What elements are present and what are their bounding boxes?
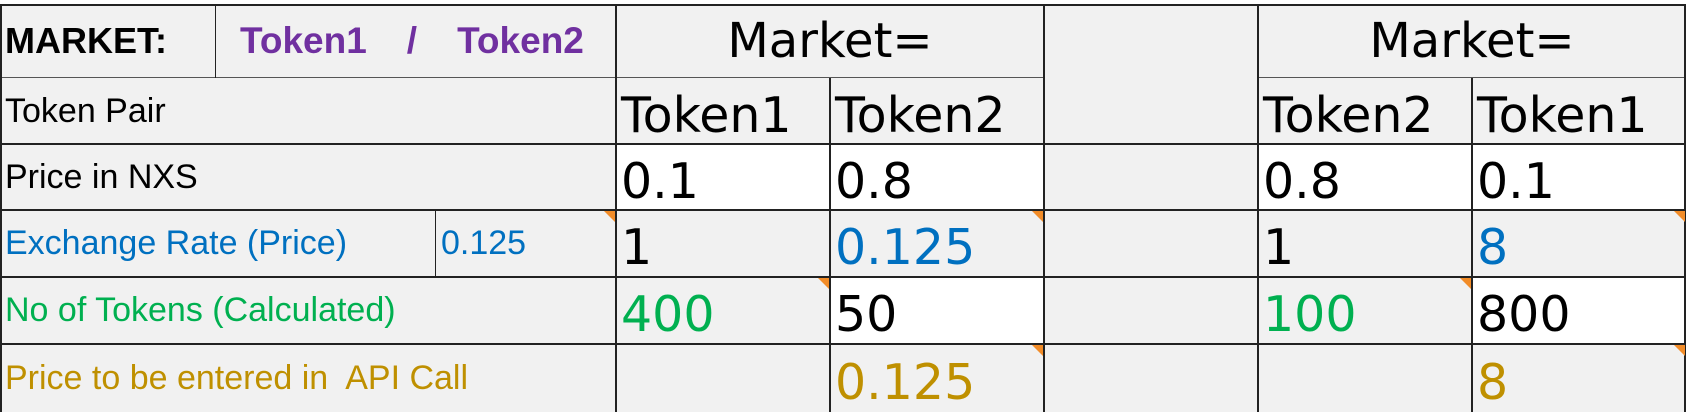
- num-tokens-right-b: 800: [1477, 286, 1571, 343]
- gridline: [0, 4, 1686, 6]
- gridline: [435, 209, 436, 277]
- gridline: [829, 78, 831, 412]
- price-nxs-left-a: 0.1: [621, 152, 699, 210]
- cell-price-nxs-right-a[interactable]: 0.8: [1258, 144, 1472, 210]
- num-tokens-left-a: 400: [621, 286, 715, 343]
- cell-num-tokens-left-a[interactable]: 400: [616, 277, 830, 344]
- token-pair-left-a: Token1: [621, 86, 792, 144]
- exchange-rate-left-a: 1: [621, 219, 653, 276]
- gridline: [0, 276, 1686, 278]
- gridline: [0, 209, 1686, 211]
- gridline: [0, 343, 1686, 345]
- gridline: [1257, 4, 1259, 412]
- price-nxs-right-a: 0.8: [1263, 152, 1341, 210]
- exchange-rate-right-a: 1: [1263, 219, 1295, 276]
- cell-market-header-right[interactable]: Market=: [1258, 4, 1686, 78]
- api-price-right-b: 8: [1477, 353, 1509, 411]
- cell-num-tokens-right-b[interactable]: 800: [1472, 277, 1686, 344]
- cell-market-pair[interactable]: Token1 / Token2: [216, 4, 616, 78]
- price-nxs-right-b: 0.1: [1477, 152, 1555, 210]
- gridline: [1471, 78, 1473, 412]
- gridline: [1043, 4, 1045, 412]
- cell-api-price-label[interactable]: Price to be entered in API Call: [0, 344, 616, 412]
- exchange-rate-left-b: 0.125: [835, 219, 976, 276]
- gridline: [0, 4, 2, 412]
- comment-marker-icon[interactable]: [1674, 345, 1685, 356]
- exchange-rate-right-b: 8: [1477, 219, 1509, 276]
- gridline: [215, 4, 216, 78]
- cell-spacer-r1[interactable]: [1044, 4, 1258, 78]
- gridline: [615, 4, 617, 412]
- comment-marker-icon[interactable]: [1032, 211, 1043, 222]
- api-price-label: Price to be entered in API Call: [5, 358, 469, 397]
- cell-exchange-rate-right-a[interactable]: 1: [1258, 210, 1472, 277]
- cell-price-nxs-left-a[interactable]: 0.1: [616, 144, 830, 210]
- market-token-a: Token1: [240, 20, 367, 61]
- gridline: [0, 143, 1686, 145]
- market-token-b: Token2: [457, 20, 584, 61]
- cell-exchange-rate-label[interactable]: Exchange Rate (Price): [0, 210, 436, 277]
- cell-exchange-rate-left-b[interactable]: 0.125: [830, 210, 1044, 277]
- api-price-left-b: 0.125: [835, 353, 976, 411]
- num-tokens-left-b: 50: [835, 286, 898, 343]
- cell-spacer-r2[interactable]: [1044, 78, 1258, 144]
- cell-api-price-left-a[interactable]: [616, 344, 830, 412]
- cell-market-header-left[interactable]: Market=: [616, 4, 1044, 78]
- cell-num-tokens-left-b[interactable]: 50: [830, 277, 1044, 344]
- comment-marker-icon[interactable]: [1032, 345, 1043, 356]
- token-pair-right-a: Token2: [1263, 86, 1434, 144]
- market-header-left: Market=: [727, 13, 933, 69]
- cell-token-pair-left-b[interactable]: Token2: [830, 78, 1044, 144]
- comment-marker-icon[interactable]: [1674, 211, 1685, 222]
- price-nxs-left-b: 0.8: [835, 152, 913, 210]
- cell-num-tokens-label[interactable]: No of Tokens (Calculated): [0, 277, 616, 344]
- exchange-rate-label: Exchange Rate (Price): [5, 224, 348, 262]
- cell-token-pair-right-a[interactable]: Token2: [1258, 78, 1472, 144]
- comment-marker-icon[interactable]: [818, 278, 829, 289]
- cell-spacer-r6[interactable]: [1044, 344, 1258, 412]
- cell-token-pair-label[interactable]: Token Pair: [0, 78, 616, 144]
- market-label: MARKET:: [5, 20, 167, 61]
- num-tokens-label: No of Tokens (Calculated): [5, 291, 396, 329]
- gridline: [1684, 4, 1686, 412]
- cell-exchange-rate-left-a[interactable]: 1: [616, 210, 830, 277]
- market-separator: /: [406, 20, 418, 61]
- cell-token-pair-left-a[interactable]: Token1: [616, 78, 830, 144]
- comment-marker-icon[interactable]: [1460, 278, 1471, 289]
- comment-marker-icon[interactable]: [604, 211, 615, 222]
- cell-price-nxs-left-b[interactable]: 0.8: [830, 144, 1044, 210]
- exchange-rate-value: 0.125: [441, 224, 527, 262]
- token-pair-right-b: Token1: [1477, 86, 1648, 144]
- cell-token-pair-right-b[interactable]: Token1: [1472, 78, 1686, 144]
- market-header-right: Market=: [1369, 13, 1575, 69]
- cell-spacer-r3[interactable]: [1044, 144, 1258, 210]
- cell-api-price-right-b[interactable]: 8: [1472, 344, 1686, 412]
- cell-exchange-rate-right-b[interactable]: 8: [1472, 210, 1686, 277]
- token-pair-left-b: Token2: [835, 86, 1006, 144]
- token-pair-label: Token Pair: [5, 91, 166, 130]
- price-nxs-label: Price in NXS: [5, 157, 198, 196]
- cell-price-nxs-label[interactable]: Price in NXS: [0, 144, 616, 210]
- num-tokens-right-a: 100: [1263, 286, 1357, 343]
- cell-spacer-r5[interactable]: [1044, 277, 1258, 344]
- cell-num-tokens-right-a[interactable]: 100: [1258, 277, 1472, 344]
- cell-price-nxs-right-b[interactable]: 0.1: [1472, 144, 1686, 210]
- cell-api-price-left-b[interactable]: 0.125: [830, 344, 1044, 412]
- gridline: [0, 77, 616, 78]
- cell-api-price-right-a[interactable]: [1258, 344, 1472, 412]
- cell-spacer-r4[interactable]: [1044, 210, 1258, 277]
- cell-exchange-rate-value[interactable]: 0.125: [436, 210, 616, 277]
- gridline: [616, 77, 1044, 78]
- cell-market-label[interactable]: MARKET:: [0, 4, 216, 78]
- gridline: [1258, 77, 1686, 78]
